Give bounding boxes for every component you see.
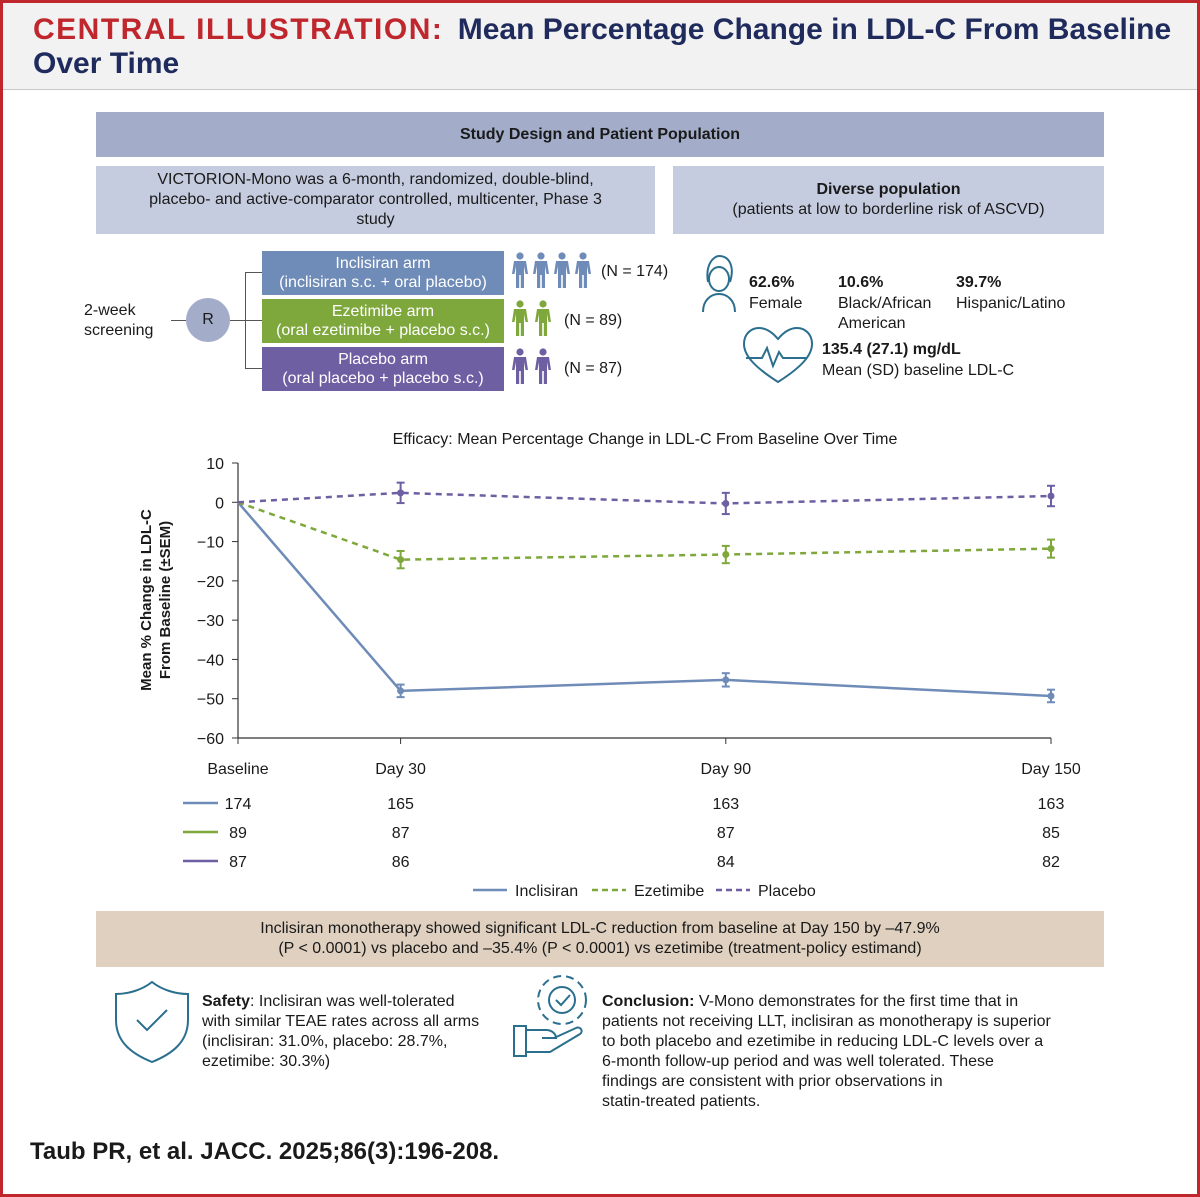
safety-label: Safety (202, 993, 251, 1010)
inclisiran-arm-box: Inclisiran arm (inclisiran s.c. + oral p… (262, 251, 504, 295)
ezetimibe-arm-box: Ezetimibe arm (oral ezetimibe + placebo … (262, 299, 504, 343)
placebo-arm-box: Placebo arm (oral placebo + placebo s.c.… (262, 347, 504, 391)
connector-line (230, 320, 245, 321)
x-tick-label: Day 30 (375, 761, 426, 778)
title-text: Mean Percentage Change in LDL-C From Bas… (33, 13, 1172, 80)
conclusion-text: Conclusion: V-Mono demonstrates for the … (602, 992, 1051, 1112)
data-point (722, 499, 730, 507)
safety-text: Safety: Inclisiran was well-tolerated wi… (202, 992, 479, 1072)
n-at-risk-value: 87 (717, 825, 735, 842)
conclusion-line: statin-treated patients. (602, 1093, 761, 1110)
n-at-risk-value: 86 (392, 854, 410, 871)
data-point (397, 556, 405, 564)
safety-line: (inclisiran: 31.0%, placebo: 28.7%, (202, 1033, 448, 1050)
connector-line (171, 320, 186, 321)
legend-label: Placebo (758, 883, 816, 900)
y-tick-label: 0 (215, 495, 224, 512)
y-tick-label: −20 (197, 574, 224, 591)
y-tick-label: −60 (197, 731, 224, 748)
data-point (1047, 545, 1055, 553)
chart-title: Efficacy: Mean Percentage Change in LDL-… (393, 431, 898, 448)
n-at-risk-value: 165 (387, 796, 414, 813)
safety-line: : Inclisiran was well-tolerated (250, 993, 455, 1010)
legend-label: Ezetimibe (634, 883, 704, 900)
data-point (722, 551, 730, 559)
data-point (1047, 692, 1055, 700)
n-at-risk-value: 163 (1038, 796, 1065, 813)
arm-desc: (inclisiran s.c. + oral placebo) (279, 274, 487, 291)
safety-line: ezetimibe: 30.3%) (202, 1053, 331, 1070)
conclusion-line: findings are consistent with prior obser… (602, 1073, 943, 1090)
conclusion-label: Conclusion: (602, 993, 695, 1010)
x-tick-label: Day 150 (1021, 761, 1081, 778)
n-at-risk-value: 87 (229, 854, 247, 871)
data-point (722, 676, 730, 684)
x-tick-label: Day 90 (700, 761, 751, 778)
n-at-risk-value: 82 (1042, 854, 1060, 871)
y-tick-label: −50 (197, 692, 224, 709)
n-at-risk-value: 163 (712, 796, 739, 813)
ldl-baseline-value: 135.4 (27.1) mg/dL (822, 341, 961, 358)
n-at-risk-value: 84 (717, 854, 735, 871)
data-point (397, 489, 405, 497)
x-tick-label: Baseline (207, 761, 268, 778)
hispanic-pct: 39.7% (956, 274, 1002, 291)
series-line-inclisiran (237, 501, 1052, 698)
diverse-subtitle: (patients at low to borderline risk of A… (732, 201, 1045, 218)
female-pct: 62.6% (749, 274, 795, 291)
connector-line (245, 272, 262, 273)
placebo-n: (N = 87) (564, 360, 623, 377)
series-line-placebo (237, 491, 1052, 505)
screening-label-2: screening (84, 322, 154, 339)
arm-desc: (oral ezetimibe + placebo s.c.) (276, 322, 490, 339)
study-design-heading: Study Design and Patient Population (96, 112, 1104, 157)
female-label: Female (749, 295, 803, 312)
y-tick-label: −10 (197, 535, 224, 552)
y-tick-label: 10 (206, 456, 224, 473)
conclusion-line: patients not receiving LLT, inclisiran a… (602, 1013, 1051, 1030)
hispanic-label: Hispanic/Latino (956, 295, 1066, 312)
arm-desc: (oral placebo + placebo s.c.) (282, 370, 484, 387)
n-at-risk-value: 87 (392, 825, 410, 842)
result-box: Inclisiran monotherapy showed significan… (96, 911, 1104, 967)
randomization-circle: R (186, 298, 230, 342)
y-tick-label: −30 (197, 613, 224, 630)
data-point (397, 687, 405, 695)
diverse-population-box: Diverse population (patients at low to b… (673, 166, 1104, 234)
result-line-2: (P < 0.0001) vs placebo and –35.4% (P < … (278, 940, 922, 957)
legend-label: Inclisiran (515, 883, 578, 900)
screening-label-1: 2-week (84, 302, 136, 319)
conclusion-line: V-Mono demonstrates for the first time t… (694, 993, 1019, 1010)
n-at-risk-value: 174 (225, 796, 252, 813)
diverse-title: Diverse population (816, 181, 961, 198)
inclisiran-n: (N = 174) (601, 263, 669, 280)
y-axis-label: Mean % Change in LDL-C From Baseline (±SE… (138, 509, 174, 691)
conclusion-line: to both placebo and ezetimibe in reducin… (602, 1033, 1044, 1050)
page-title: CENTRAL ILLUSTRATION: Mean Percentage Ch… (33, 13, 1183, 81)
title-label: CENTRAL ILLUSTRATION: (33, 13, 444, 46)
y-tick-label: −40 (197, 652, 224, 669)
n-at-risk-value: 89 (229, 825, 247, 842)
connector-line (245, 320, 262, 321)
black-label-2: American (838, 315, 906, 332)
series-line-ezetimibe (237, 501, 1052, 561)
header: CENTRAL ILLUSTRATION: Mean Percentage Ch… (3, 3, 1197, 90)
ezetimibe-n: (N = 89) (564, 312, 623, 329)
arm-name: Inclisiran arm (335, 255, 431, 272)
safety-line: with similar TEAE rates across all arms (202, 1013, 480, 1030)
conclusion-line: 6-month follow-up period and was well to… (602, 1053, 994, 1070)
citation: Taub PR, et al. JACC. 2025;86(3):196-208… (30, 1138, 500, 1165)
ldl-baseline-label: Mean (SD) baseline LDL-C (822, 362, 1015, 379)
data-point (1047, 492, 1055, 500)
black-label-1: Black/African (838, 295, 932, 312)
result-line-1: Inclisiran monotherapy showed significan… (260, 920, 940, 937)
arm-name: Placebo arm (338, 351, 428, 368)
connector-line (245, 368, 262, 369)
black-pct: 10.6% (838, 274, 884, 291)
n-at-risk-value: 85 (1042, 825, 1060, 842)
arm-name: Ezetimibe arm (331, 303, 435, 320)
study-description: VICTORION-Mono was a 6-month, randomized… (96, 166, 655, 234)
